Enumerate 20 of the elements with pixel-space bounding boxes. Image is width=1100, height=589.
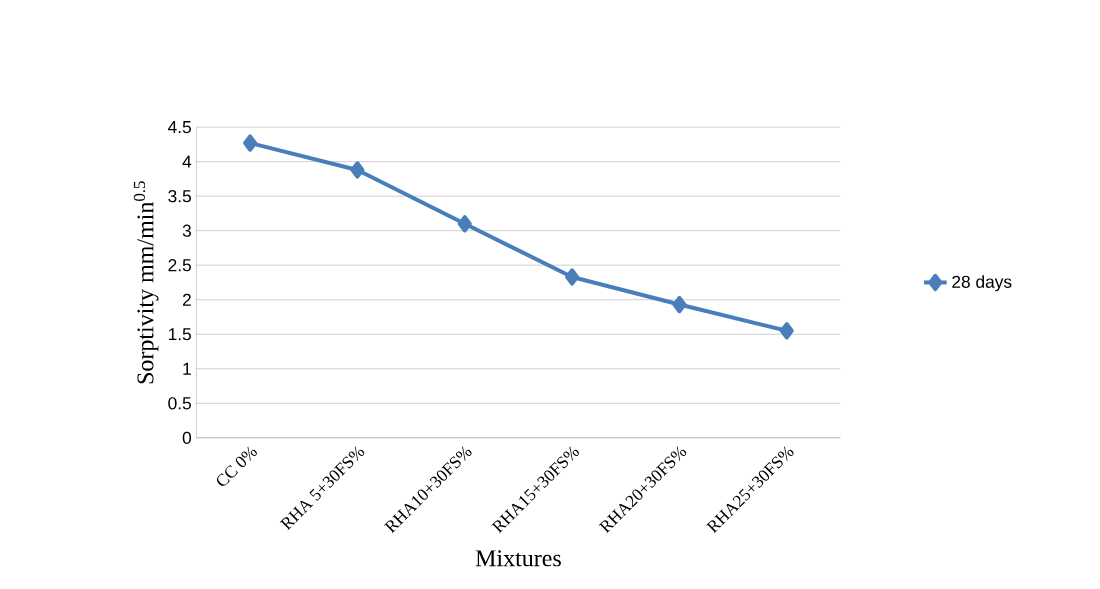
point	[457, 215, 472, 233]
point	[565, 268, 580, 286]
point	[672, 295, 687, 314]
point	[243, 134, 258, 152]
y-tick-label: 2.5	[168, 259, 191, 272]
y-axis-title: Sorptivity mm/min$^{0.5}$	[133, 181, 159, 384]
y-tick-label: 3	[182, 224, 191, 237]
y-tick-label: 4	[182, 155, 192, 168]
x-axis-title: Mixtures	[475, 550, 561, 567]
y-tick-label: 2	[182, 293, 191, 306]
y-tick-label: 1	[183, 362, 191, 375]
point	[350, 161, 365, 179]
y-tick-label: 1.5	[168, 328, 191, 341]
x-tick-label: CC 0%	[216, 446, 257, 486]
y-tick-label: 3.5	[168, 190, 191, 203]
legend-label: 28 days	[952, 275, 1012, 292]
point	[779, 322, 794, 340]
y-tick-label: 4.5	[168, 121, 191, 134]
y-tick-label: 0.5	[168, 397, 191, 410]
y-tick-label: 0	[182, 431, 192, 444]
